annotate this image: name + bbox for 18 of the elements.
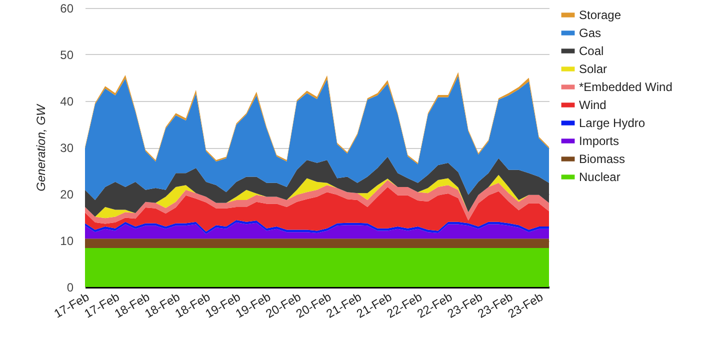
- legend-label: Imports: [579, 134, 620, 148]
- y-tick-label: 40: [60, 94, 74, 108]
- legend-label: Biomass: [579, 152, 626, 166]
- legend-label: Storage: [579, 8, 622, 22]
- y-tick-label: 0: [66, 280, 74, 294]
- legend-label: Gas: [579, 26, 602, 40]
- legend-label: Nuclear: [579, 170, 620, 184]
- legend-label: Coal: [579, 44, 604, 58]
- y-tick-label: 60: [60, 2, 74, 16]
- legend-label: *Embedded Wind: [579, 80, 672, 94]
- legend-label: Large Hydro: [579, 116, 646, 130]
- y-tick-label: 10: [60, 234, 74, 248]
- legend-label: Wind: [579, 98, 606, 112]
- y-tick-label: 20: [60, 188, 74, 202]
- legend-label: Solar: [579, 62, 608, 76]
- y-tick-label: 30: [60, 141, 74, 155]
- y-tick-label: 50: [60, 48, 74, 62]
- y-axis-title: Generation, GW: [34, 102, 48, 192]
